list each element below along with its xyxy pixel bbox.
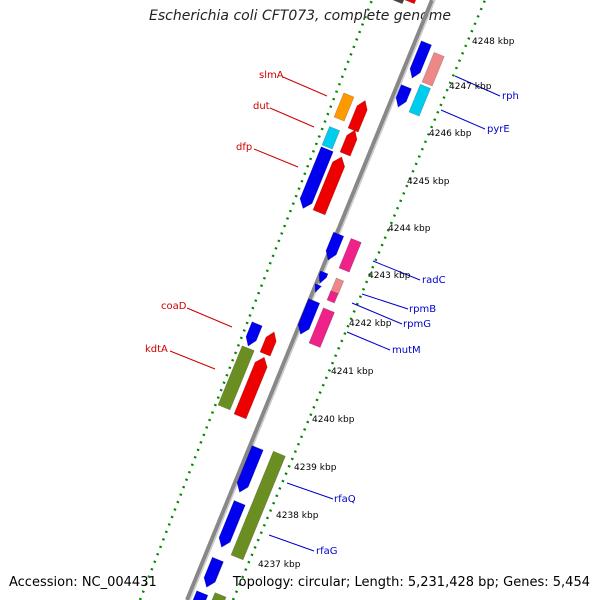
connector-coaD <box>186 307 233 328</box>
gene-block-blue-rpmB <box>318 270 329 285</box>
gene-block-orange-slmA <box>333 92 355 122</box>
connector-rfaQ <box>286 482 334 500</box>
outer-dotted-strand <box>138 0 374 600</box>
connector-slmA <box>282 76 328 97</box>
gene-label-rpmG: rpmG <box>403 319 431 330</box>
gene-block-pink-rpmG <box>326 290 339 304</box>
connector-pyrE <box>440 109 486 130</box>
label-connectors <box>169 75 501 552</box>
gene-block-top-stub <box>392 0 405 5</box>
gene-block-pink-radC <box>338 237 362 273</box>
gene-block-blue-rpmG <box>314 283 323 294</box>
gene-block-blue-4239 <box>236 445 264 493</box>
tick-label-4237: 4237 kbp <box>258 560 301 570</box>
connector-dfp <box>253 148 299 168</box>
gene-label-pyrE: pyrE <box>487 124 510 135</box>
tick-label-4239: 4239 kbp <box>294 463 337 473</box>
gene-label-rfaG: rfaG <box>316 546 338 557</box>
connector-rpmB <box>361 293 409 310</box>
gene-block-cyan-dut <box>321 126 341 150</box>
gene-block-blue-4247 <box>395 84 412 108</box>
tick-label-4238: 4238 kbp <box>276 511 319 521</box>
gene-features <box>192 0 445 600</box>
gene-block-olive-bottom <box>211 592 227 600</box>
gene-block-blue-coaD <box>245 321 263 347</box>
tick-label-4248: 4248 kbp <box>472 37 515 47</box>
connector-kdtA <box>169 350 216 370</box>
gene-block-red-kdtA <box>233 356 268 420</box>
gene-block-blue-rfaQ <box>218 500 246 548</box>
inner-dotted-strand <box>231 0 487 600</box>
gene-labels: slmA dut dfp coaD kdtA rph pyrE radC rpm… <box>145 70 519 557</box>
gene-block-olive-rfaQ <box>230 450 286 561</box>
tick-label-4245: 4245 kbp <box>407 177 450 187</box>
tick-label-4247: 4247 kbp <box>449 82 492 92</box>
gene-block-blue-dfp <box>299 146 334 209</box>
gene-block-blue-radC <box>325 231 345 261</box>
gene-label-dfp: dfp <box>236 142 252 153</box>
gene-block-blue-bottom <box>192 590 209 600</box>
gene-block-olive-kdtA <box>217 345 255 411</box>
tick-label-4242: 4242 kbp <box>349 319 392 329</box>
gene-block-blue-rfaG <box>203 556 224 588</box>
connector-rpmG <box>351 302 403 325</box>
connector-rfaG <box>268 534 315 552</box>
gene-label-coaD: coaD <box>161 301 187 312</box>
kbp-ticks: 4237 kbp 4238 kbp 4239 kbp 4240 kbp 4241… <box>258 37 515 570</box>
gene-label-mutM: mutM <box>392 345 421 356</box>
map-title: Escherichia coli CFT073, complete genome <box>149 8 451 24</box>
gene-label-radC: radC <box>422 275 446 286</box>
gene-block-cyan-pyrE <box>408 83 431 117</box>
gene-block-red-slmA <box>347 99 368 133</box>
connector-mutM <box>346 331 391 351</box>
gene-block-red-dfp <box>312 156 346 216</box>
tick-label-4246: 4246 kbp <box>429 129 472 139</box>
gene-block-pink-4248 <box>421 51 445 87</box>
gene-label-rfaQ: rfaQ <box>334 494 356 505</box>
gene-block-red-dut <box>339 129 358 157</box>
tick-label-4241: 4241 kbp <box>331 367 374 377</box>
connector-radC <box>372 260 421 281</box>
connector-rph <box>454 75 501 97</box>
gene-label-slmA: slmA <box>259 70 284 81</box>
tick-label-4243: 4243 kbp <box>368 271 411 281</box>
gene-block-blue-mutM <box>297 298 321 335</box>
tick-label-4244: 4244 kbp <box>388 224 431 234</box>
gene-block-pink-mutM <box>308 307 335 348</box>
genome-summary-text: Topology: circular; Length: 5,231,428 bp… <box>232 575 590 590</box>
tick-label-4240: 4240 kbp <box>312 415 355 425</box>
gene-label-rpmB: rpmB <box>409 304 436 315</box>
gene-label-kdtA: kdtA <box>145 344 168 355</box>
connector-dut <box>269 107 315 128</box>
gene-block-top-red <box>404 0 417 5</box>
gene-block-red-coaD <box>259 331 277 357</box>
gene-block-blue-4248 <box>409 40 432 79</box>
gene-label-dut: dut <box>253 101 270 112</box>
gene-label-rph: rph <box>502 91 519 102</box>
genome-backbone-shadow <box>189 0 436 600</box>
accession-text: Accession: NC_004431 <box>9 575 157 590</box>
